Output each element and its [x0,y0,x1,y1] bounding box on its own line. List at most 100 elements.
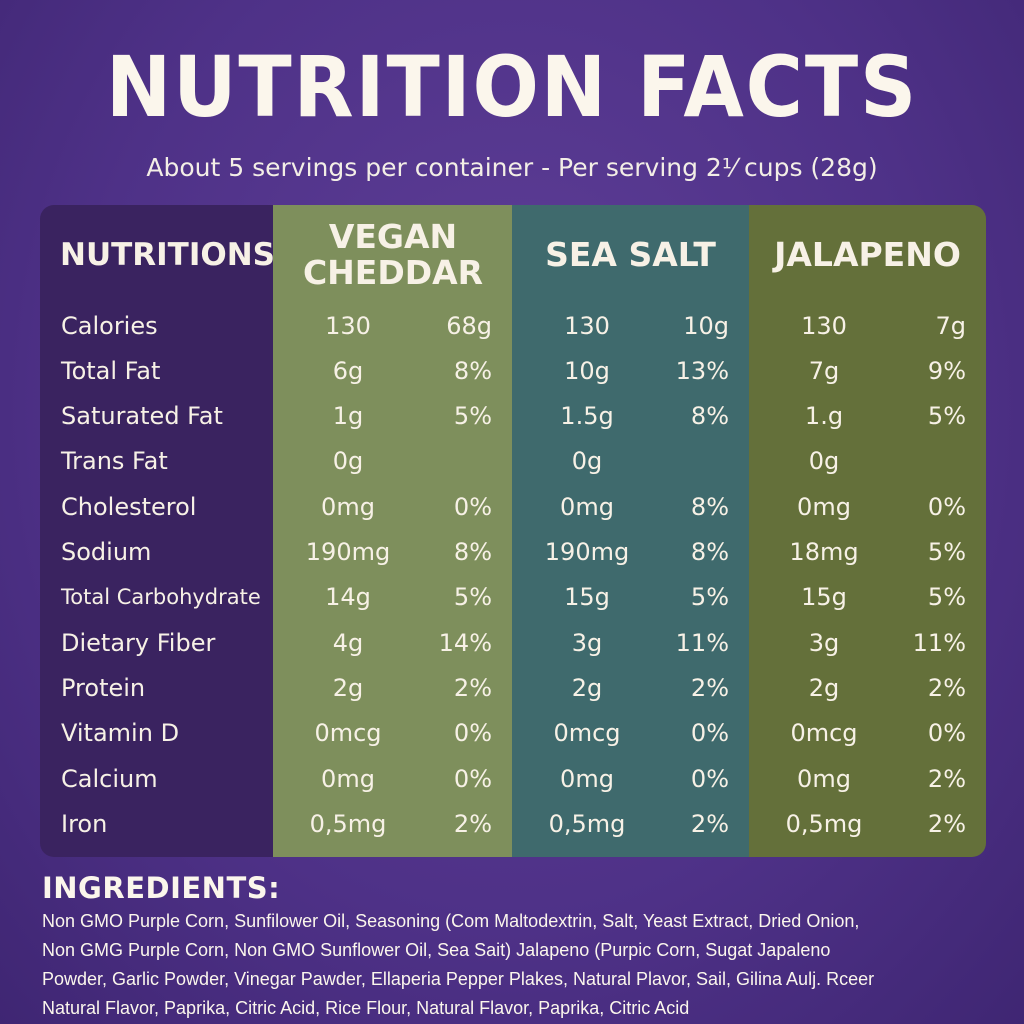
vegan-cheddar-column: VEGAN CHEDDAR 130 68g 6g 8% 1g 5% 0g 0mg 0% 190mg… [273,205,512,857]
daily-value: 0% [927,492,966,521]
daily-value: 5% [453,402,492,431]
amount-value: 0mg [560,492,614,521]
amount-value: 0mg [797,492,851,521]
daily-value: 8% [453,356,492,385]
nutrient-row: 130 68g [273,303,512,348]
amount-value: 2g [332,673,364,702]
nutrient-row: 0g [749,439,986,484]
daily-value: 2% [690,809,729,838]
amount-value: 0g [571,447,603,476]
ingredients-text: Non GMO Purple Corn, Sunfilower Oil, Sea… [42,907,1017,1023]
nutrient-row: 130 7g [749,303,986,348]
nutrient-row: 0mg 0% [749,484,986,529]
amount-value: 130 [325,311,371,340]
amount-value: 0mg [560,764,614,793]
daily-value: 5% [927,402,966,431]
daily-value: 2% [927,764,966,793]
nutrient-row: 18mg 5% [749,530,986,575]
amount-value: 0,5mg [785,809,863,838]
daily-value: 11% [675,628,729,657]
sea-salt-column: SEA SALT 130 10g 10g 13% 1.5g 8% 0g 0mg 8% 190mg 8… [512,205,749,857]
daily-value: 0% [453,719,492,748]
amount-value: 1.5g [560,402,614,431]
daily-value: 68g [446,311,492,340]
amount-value: 15g [564,583,610,612]
nutrient-label: Total Fat [61,356,161,385]
ingredients-line: Powder, Garlic Powder, Vinegar Pawder, E… [42,969,875,989]
nutrient-label: Saturated Fat [61,402,223,431]
daily-value: 13% [675,356,729,385]
amount-value: 3g [571,628,603,657]
daily-value: 2% [453,673,492,702]
amount-value: 130 [564,311,610,340]
nutrient-row: 0mg 2% [749,756,986,801]
nutrient-row: 14g 5% [273,575,512,620]
amount-value: 2g [808,673,840,702]
daily-value: 2% [453,809,492,838]
jalapeno-column: JALAPENO 130 7g 7g 9% 1.g 5% 0g 0mg 0% 18mg 5% 15g 5… [749,205,986,857]
nutrient-label: Total Carbohydrate [61,585,261,610]
nutrient-row: 1.g 5% [749,394,986,439]
amount-value: 4g [332,628,364,657]
daily-value: 5% [927,538,966,566]
nutrient-label: Calcium [61,764,158,793]
serving-info: About 5 servings per container - Per ser… [146,153,878,182]
nutritions-header: NUTRITIONS [60,237,275,273]
nutrient-row: 130 10g [512,303,749,348]
daily-value: 7g [935,311,966,340]
daily-value: 10g [683,311,729,340]
amount-value: 10g [564,356,610,385]
nutrient-row: 0mg 0% [273,484,512,529]
amount-value: 0g [332,447,364,476]
daily-value: 8% [453,538,492,566]
nutrient-row: 3g 11% [512,620,749,665]
nutrient-row: 0mcg 0% [512,711,749,756]
nutrient-row: 190mg 8% [512,530,749,575]
vegan-cheddar-header: VEGAN CHEDDAR [302,217,484,292]
amount-value: 2g [571,673,603,702]
nutrient-row: 0mg 8% [512,484,749,529]
nutrient-row: 3g 11% [749,620,986,665]
nutrient-row: 0mcg 0% [273,711,512,756]
amount-value: 190mg [544,538,630,566]
nutrient-row: 15g 5% [512,575,749,620]
daily-value: 0% [453,492,492,521]
amount-value: 3g [808,628,840,657]
ingredients-line: Non GMG Purple Corn, Non GMO Sunflower O… [42,940,831,960]
nutrient-row: 7g 9% [749,348,986,393]
amount-value: 1.g [804,402,844,431]
amount-value: 15g [801,583,847,612]
page-title: NUTRITION FACTS [105,38,919,136]
nutrient-row: 190mg 8% [273,530,512,575]
nutrient-row: 1g 5% [273,394,512,439]
ingredients-line: Natural Flavor, Paprika, Citric Acid, Ri… [42,998,690,1018]
amount-value: 190mg [305,538,391,566]
amount-value: 0mcg [790,719,858,748]
daily-value: 2% [690,673,729,702]
daily-value: 0% [927,719,966,748]
daily-value: 5% [927,583,966,612]
nutrient-label: Vitamin D [61,719,180,748]
sea-salt-header: SEA SALT [545,235,716,274]
nutrient-row: 4g 14% [273,620,512,665]
amount-value: 0,5mg [548,809,626,838]
amount-value: 6g [332,356,364,385]
nutrient-label: Dietary Fiber [61,628,216,657]
nutrient-row: 6g 8% [273,348,512,393]
amount-value: 14g [325,583,371,612]
nutrient-row: 15g 5% [749,575,986,620]
amount-value: 7g [808,356,840,385]
daily-value: 5% [453,583,492,612]
nutrient-label: Protein [61,673,146,702]
nutrient-row: 0,5mg 2% [273,801,512,846]
nutrient-row: 10g 13% [512,348,749,393]
nutrient-row: 0g [512,439,749,484]
amount-value: 0,5mg [309,809,387,838]
daily-value: 11% [912,628,966,657]
amount-value: 1g [332,402,364,431]
daily-value: 0% [690,764,729,793]
daily-value: 2% [927,809,966,838]
nutrition-table: NUTRITIONS Calories Total Fat Saturated Fa… [40,205,986,857]
amount-value: 0mg [321,492,375,521]
daily-value: 5% [690,583,729,612]
